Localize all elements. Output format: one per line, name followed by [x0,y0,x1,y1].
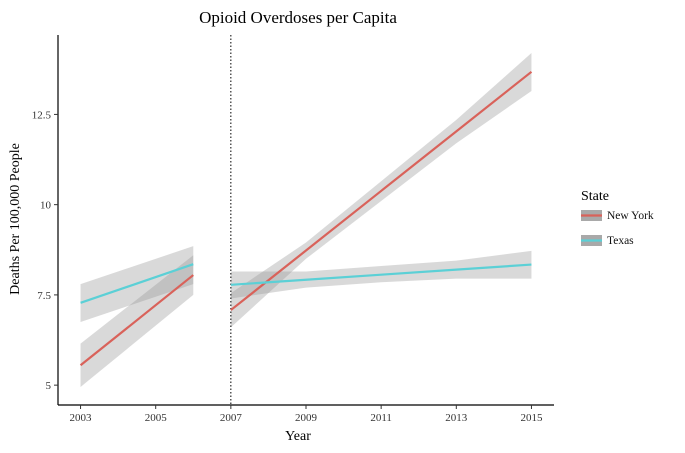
series-line-texas-2 [230,263,532,286]
y-tick-label: 10 [40,200,52,212]
x-tick-label: 2005 [145,412,168,424]
legend: State New York Texas [581,189,654,247]
series-line-new-york-1 [79,274,194,367]
x-tick-label: 2007 [220,412,243,424]
legend-title: State [581,189,609,204]
x-axis-title: Year [285,429,311,444]
x-tick-label: 2009 [295,412,318,424]
series-line-new-york-2 [230,70,533,311]
x-tick-label: 2003 [70,412,93,424]
legend-label: New York [607,210,654,222]
legend-item-texas: Texas [581,235,634,247]
x-tick-label: 2011 [370,412,392,424]
y-axis-title: Deaths Per 100,000 People [8,143,23,295]
y-axis-ticks: 5 7.5 10 12.5 [32,109,58,392]
series-line-texas-1 [80,263,194,304]
chart-title: Opioid Overdoses per Capita [199,8,397,27]
y-tick-label: 5 [46,380,52,392]
x-tick-label: 2013 [445,412,468,424]
legend-item-new-york: New York [581,210,654,222]
y-tick-label: 12.5 [32,109,52,121]
x-axis-ticks: 2003 2005 2007 2009 2011 2013 2015 [70,405,543,424]
x-tick-label: 2015 [520,412,543,424]
y-tick-label: 7.5 [37,290,51,302]
legend-label: Texas [607,235,634,247]
plot-area [79,35,533,405]
